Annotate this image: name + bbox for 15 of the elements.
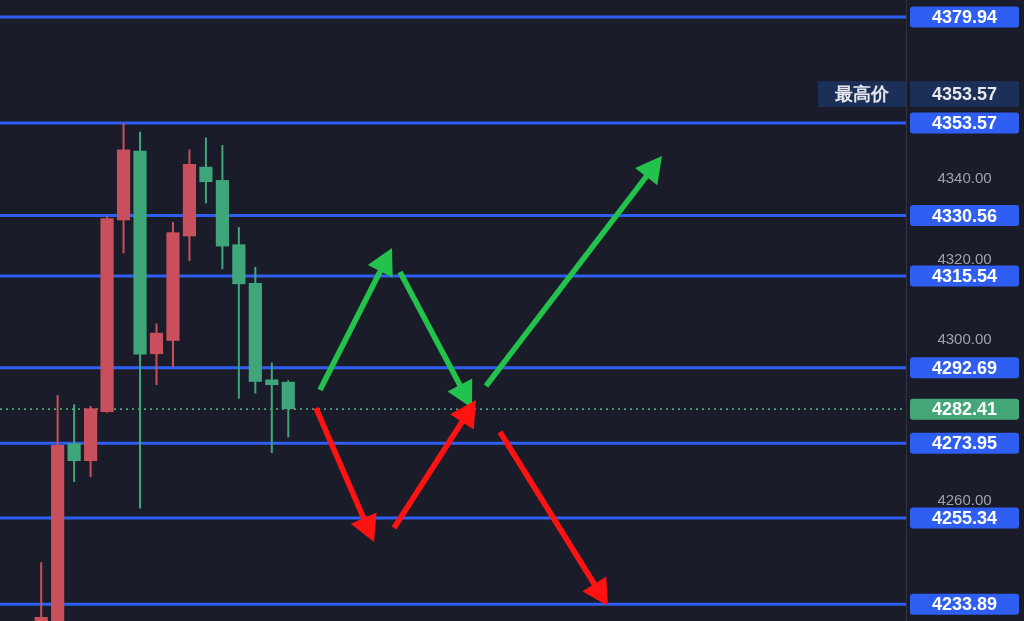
ref-line-label: 4353.57 bbox=[931, 113, 998, 134]
ref-line-label: 4292.69 bbox=[931, 357, 998, 378]
y-tick-label: 4300.00 bbox=[937, 329, 992, 347]
ref-line-label: 4379.94 bbox=[931, 7, 998, 28]
ref-line-label: 4255.34 bbox=[931, 507, 998, 528]
y-tick-label: 4340.00 bbox=[937, 169, 992, 187]
ref-line-label: 4330.56 bbox=[931, 205, 998, 226]
ref-line-label: 4315.54 bbox=[931, 265, 998, 286]
ref-line-label: 4282.41 bbox=[931, 399, 998, 420]
annotation: 最高价 bbox=[834, 84, 890, 105]
ref-line-label: 4233.89 bbox=[931, 594, 998, 615]
y-tick-label: 4260.00 bbox=[937, 490, 992, 508]
y-tick-label: 4320.00 bbox=[937, 249, 992, 267]
ref-line-label: 4273.95 bbox=[931, 433, 998, 454]
text: 4353.57 bbox=[931, 84, 998, 105]
